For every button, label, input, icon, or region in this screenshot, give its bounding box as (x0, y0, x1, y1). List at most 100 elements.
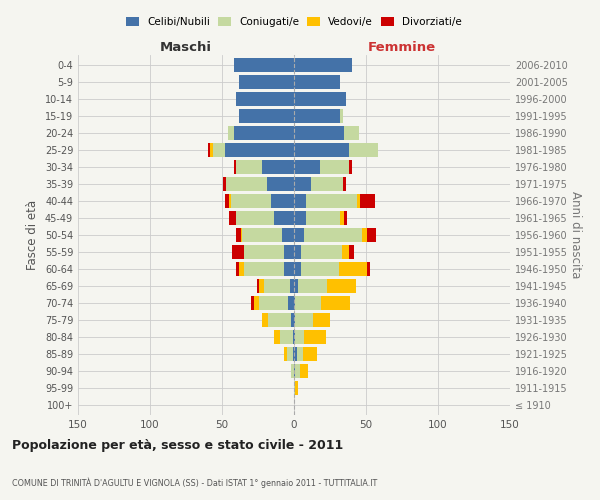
Bar (305, 211, 340, 225)
Bar (295, 313, 313, 327)
Text: Maschi: Maschi (160, 41, 212, 54)
Bar (229, 211, 236, 225)
Text: Popolazione per età, sesso e stato civile - 2011: Popolazione per età, sesso e stato civil… (12, 440, 343, 452)
Bar (322, 296, 350, 310)
Bar (262, 160, 294, 174)
Bar (233, 58, 294, 72)
Bar (297, 347, 302, 361)
Bar (294, 262, 301, 276)
Legend: Celibi/Nubili, Coniugati/e, Vedovi/e, Divorziati/e: Celibi/Nubili, Coniugati/e, Vedovi/e, Di… (122, 12, 466, 31)
Bar (226, 177, 266, 191)
Bar (274, 211, 294, 225)
Bar (232, 245, 244, 259)
Bar (233, 160, 236, 174)
Bar (294, 211, 305, 225)
Bar (294, 58, 352, 72)
Bar (208, 143, 211, 157)
Bar (301, 245, 341, 259)
Bar (304, 330, 326, 344)
Bar (233, 126, 294, 140)
Bar (284, 347, 287, 361)
Bar (294, 143, 349, 157)
Bar (344, 126, 359, 140)
Y-axis label: Anni di nascita: Anni di nascita (569, 192, 581, 278)
Bar (268, 313, 291, 327)
Bar (367, 228, 376, 242)
Bar (349, 160, 352, 174)
Bar (223, 177, 226, 191)
Bar (251, 296, 254, 310)
Bar (294, 296, 295, 310)
Bar (294, 160, 320, 174)
Bar (266, 177, 294, 191)
Bar (295, 330, 304, 344)
Bar (304, 228, 362, 242)
Bar (300, 364, 308, 378)
Bar (262, 313, 268, 327)
Bar (294, 177, 311, 191)
Bar (327, 279, 356, 293)
Bar (338, 262, 367, 276)
Bar (362, 228, 367, 242)
Bar (294, 330, 295, 344)
Bar (320, 160, 349, 174)
Bar (295, 296, 322, 310)
Text: COMUNE DI TRINITÀ D'AGULTU E VIGNOLA (SS) - Dati ISTAT 1° gennaio 2011 - TUTTITA: COMUNE DI TRINITÀ D'AGULTU E VIGNOLA (SS… (12, 477, 377, 488)
Bar (257, 279, 259, 293)
Bar (294, 126, 344, 140)
Bar (305, 194, 358, 208)
Text: Femmine: Femmine (368, 41, 436, 54)
Bar (242, 228, 283, 242)
Bar (340, 211, 344, 225)
Bar (293, 347, 294, 361)
Bar (294, 381, 295, 395)
Bar (313, 313, 330, 327)
Bar (230, 194, 271, 208)
Bar (295, 381, 298, 395)
Bar (291, 364, 294, 378)
Bar (344, 211, 347, 225)
Bar (294, 245, 301, 259)
Bar (264, 279, 290, 293)
Bar (244, 262, 284, 276)
Bar (239, 262, 244, 276)
Bar (294, 92, 346, 106)
Bar (294, 109, 340, 123)
Bar (358, 194, 360, 208)
Bar (236, 262, 239, 276)
Bar (236, 92, 294, 106)
Bar (283, 228, 294, 242)
Bar (244, 245, 284, 259)
Bar (284, 245, 294, 259)
Bar (294, 313, 295, 327)
Bar (298, 279, 327, 293)
Bar (229, 194, 230, 208)
Bar (291, 313, 294, 327)
Bar (311, 177, 343, 191)
Bar (294, 279, 298, 293)
Bar (294, 364, 295, 378)
Bar (228, 126, 233, 140)
Bar (225, 143, 294, 157)
Bar (239, 109, 294, 123)
Bar (295, 364, 300, 378)
Bar (302, 347, 317, 361)
Bar (280, 330, 293, 344)
Bar (349, 143, 377, 157)
Bar (367, 262, 370, 276)
Bar (294, 194, 305, 208)
Bar (274, 330, 280, 344)
Bar (271, 194, 294, 208)
Bar (259, 279, 264, 293)
Bar (241, 228, 242, 242)
Bar (287, 347, 293, 361)
Bar (341, 245, 349, 259)
Bar (236, 211, 274, 225)
Bar (225, 194, 229, 208)
Bar (239, 75, 294, 89)
Y-axis label: Fasce di età: Fasce di età (26, 200, 39, 270)
Bar (214, 143, 225, 157)
Bar (293, 330, 294, 344)
Bar (290, 279, 294, 293)
Bar (254, 296, 259, 310)
